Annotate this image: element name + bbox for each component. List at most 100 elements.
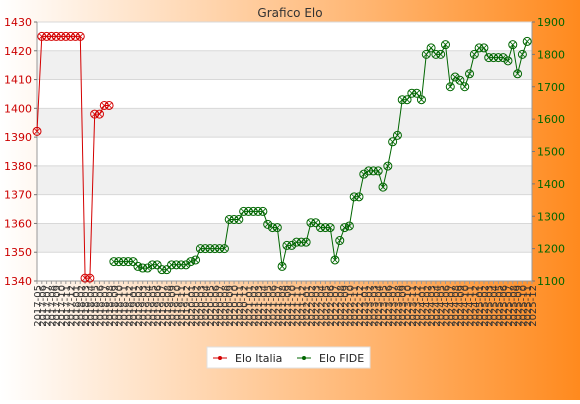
series-elo-fide-point-mark <box>433 51 439 58</box>
series-elo-fide-point-mark <box>466 70 473 77</box>
legend-item-elo-italia-label: Elo Italia <box>235 352 282 365</box>
series-elo-fide-point-mark <box>226 216 233 223</box>
series-elo-fide-point-mark <box>408 90 415 97</box>
series-elo-fide-point <box>431 49 441 59</box>
series-elo-fide-point-mark <box>481 45 487 51</box>
series-elo-fide-point <box>311 218 321 228</box>
x-axis-tick-label: 2017-10 <box>57 285 68 327</box>
series-elo-fide-point-mark <box>312 219 319 226</box>
x-axis-tick-label: 2017-09 <box>52 285 63 327</box>
x-axis-tick-label: 2019-01 <box>129 285 140 327</box>
series-elo-fide-point <box>157 265 167 275</box>
x-axis-tick-label: 2020-09 <box>225 285 236 327</box>
series-elo-fide-point-mark <box>346 223 353 229</box>
x-axis-tick-label: 2023-06 <box>384 285 395 327</box>
series-elo-fide-point-mark <box>183 261 189 268</box>
series-elo-italia-point-mark <box>38 33 45 40</box>
series-elo-fide-point <box>109 257 119 267</box>
series-elo-fide-point-mark <box>442 41 449 48</box>
series-elo-fide-point <box>340 223 350 233</box>
x-axis-tick-label: 2022-04 <box>317 285 328 327</box>
x-axis-tick-label: 2022-02 <box>307 285 318 327</box>
x-axis-tick-label: 2023-12 <box>413 285 424 327</box>
right-axis-tick-label: 1100 <box>537 275 565 288</box>
series-elo-fide-point <box>503 56 513 66</box>
series-elo-fide-point-mark <box>524 38 531 45</box>
series-elo-fide-point <box>267 223 277 233</box>
x-axis-tick-label: 2017-11 <box>62 285 73 327</box>
series-elo-fide-point-mark <box>485 54 492 61</box>
legend-box <box>206 346 371 369</box>
series-elo-fide-point <box>378 182 388 192</box>
series-elo-fide-point-mark <box>336 237 343 244</box>
series-elo-fide-point <box>421 49 431 59</box>
left-axis-tick-label: 1420 <box>4 45 32 58</box>
series-elo-fide-point-mark <box>298 239 305 246</box>
x-axis-tick-label: 2022-03 <box>312 285 323 327</box>
x-axis-tick-label: 2025-02 <box>480 285 491 327</box>
x-axis-tick-label: 2022-05 <box>321 285 332 327</box>
series-elo-fide-point-mark <box>509 41 516 48</box>
series-elo-fide-point <box>114 257 124 267</box>
x-axis-tick-label: 2019-05 <box>148 285 159 327</box>
series-elo-italia-point-mark <box>77 33 84 40</box>
series-elo-italia-point-mark <box>96 111 103 117</box>
series-elo-fide-point-mark <box>428 45 434 51</box>
right-axis-tick-label: 1300 <box>537 210 565 223</box>
x-axis-tick-label: 2020-04 <box>201 285 212 327</box>
x-axis-tick-label: 2017-07 <box>43 285 54 327</box>
series-elo-fide-point <box>397 95 407 105</box>
series-elo-fide-point-mark <box>341 224 348 231</box>
series-elo-fide-point-mark <box>192 257 199 263</box>
series-elo-fide-point-mark <box>120 258 127 265</box>
series-elo-fide-point <box>239 206 249 216</box>
series-elo-italia-point <box>70 31 80 41</box>
series-elo-fide-point-mark <box>356 193 362 200</box>
series-elo-fide-point-mark <box>380 184 386 190</box>
series-elo-fide-point <box>498 53 508 63</box>
x-axis-tick-label: 2025-07 <box>504 285 515 327</box>
series-elo-fide-point <box>484 53 494 63</box>
series-elo-italia-point <box>85 273 95 283</box>
series-elo-fide-point-mark <box>413 90 420 97</box>
series-elo-italia-point-mark <box>67 33 74 40</box>
series-elo-fide-point <box>176 260 186 270</box>
series-elo-fide-point-mark <box>139 265 146 271</box>
series-elo-italia-point <box>99 100 109 110</box>
series-elo-fide-point-mark <box>332 257 338 263</box>
series-elo-fide-point-mark <box>471 51 478 58</box>
series-elo-fide-point-mark <box>240 208 247 215</box>
x-axis-tick-label: 2023-02 <box>365 285 376 327</box>
x-axis-tick-label: 2018-04 <box>86 285 97 327</box>
x-axis-tick-label: 2024-12 <box>470 285 481 327</box>
series-elo-fide-point <box>287 240 297 250</box>
left-axis-tick-label: 1410 <box>4 74 32 87</box>
series-elo-fide-point <box>167 260 177 270</box>
series-elo-fide-point-mark <box>457 77 463 84</box>
series-elo-fide-point-mark <box>211 245 218 252</box>
series-elo-fide-point <box>445 82 455 92</box>
x-axis-tick-label: 2021-07 <box>273 285 284 327</box>
x-axis-tick-label: 2018-07 <box>100 285 111 327</box>
series-elo-fide-point-mark <box>365 168 372 174</box>
x-axis-tick-label: 2023-07 <box>389 285 400 327</box>
series-elo-italia-point-mark <box>82 275 88 282</box>
x-axis-tick-label: 2024-10 <box>461 285 472 327</box>
x-axis-tick-label: 2020-05 <box>206 285 217 327</box>
x-axis-tick-label: 2017-06 <box>38 285 49 327</box>
x-axis-tick-label: 2024-11 <box>466 285 477 327</box>
x-axis-tick-label: 2024-06 <box>441 285 452 327</box>
series-elo-fide-point-mark <box>173 261 180 268</box>
x-axis-tick-label: 2022-09 <box>341 285 352 327</box>
x-axis-tick-label: 2025-11 <box>523 285 534 327</box>
series-elo-italia-point <box>51 31 61 41</box>
series-elo-fide-point-mark <box>452 74 458 80</box>
x-axis-tick-label: 2018-01 <box>71 285 82 327</box>
x-axis-tick-label: 2022-10 <box>345 285 356 327</box>
series-elo-fide-point <box>243 206 253 216</box>
left-axis-tick-label: 1400 <box>4 102 32 115</box>
x-axis-tick-label: 2021-04 <box>259 285 270 327</box>
x-axis-tick-label: 2018-05 <box>91 285 102 327</box>
x-axis-tick-label: 2023-01 <box>360 285 371 327</box>
